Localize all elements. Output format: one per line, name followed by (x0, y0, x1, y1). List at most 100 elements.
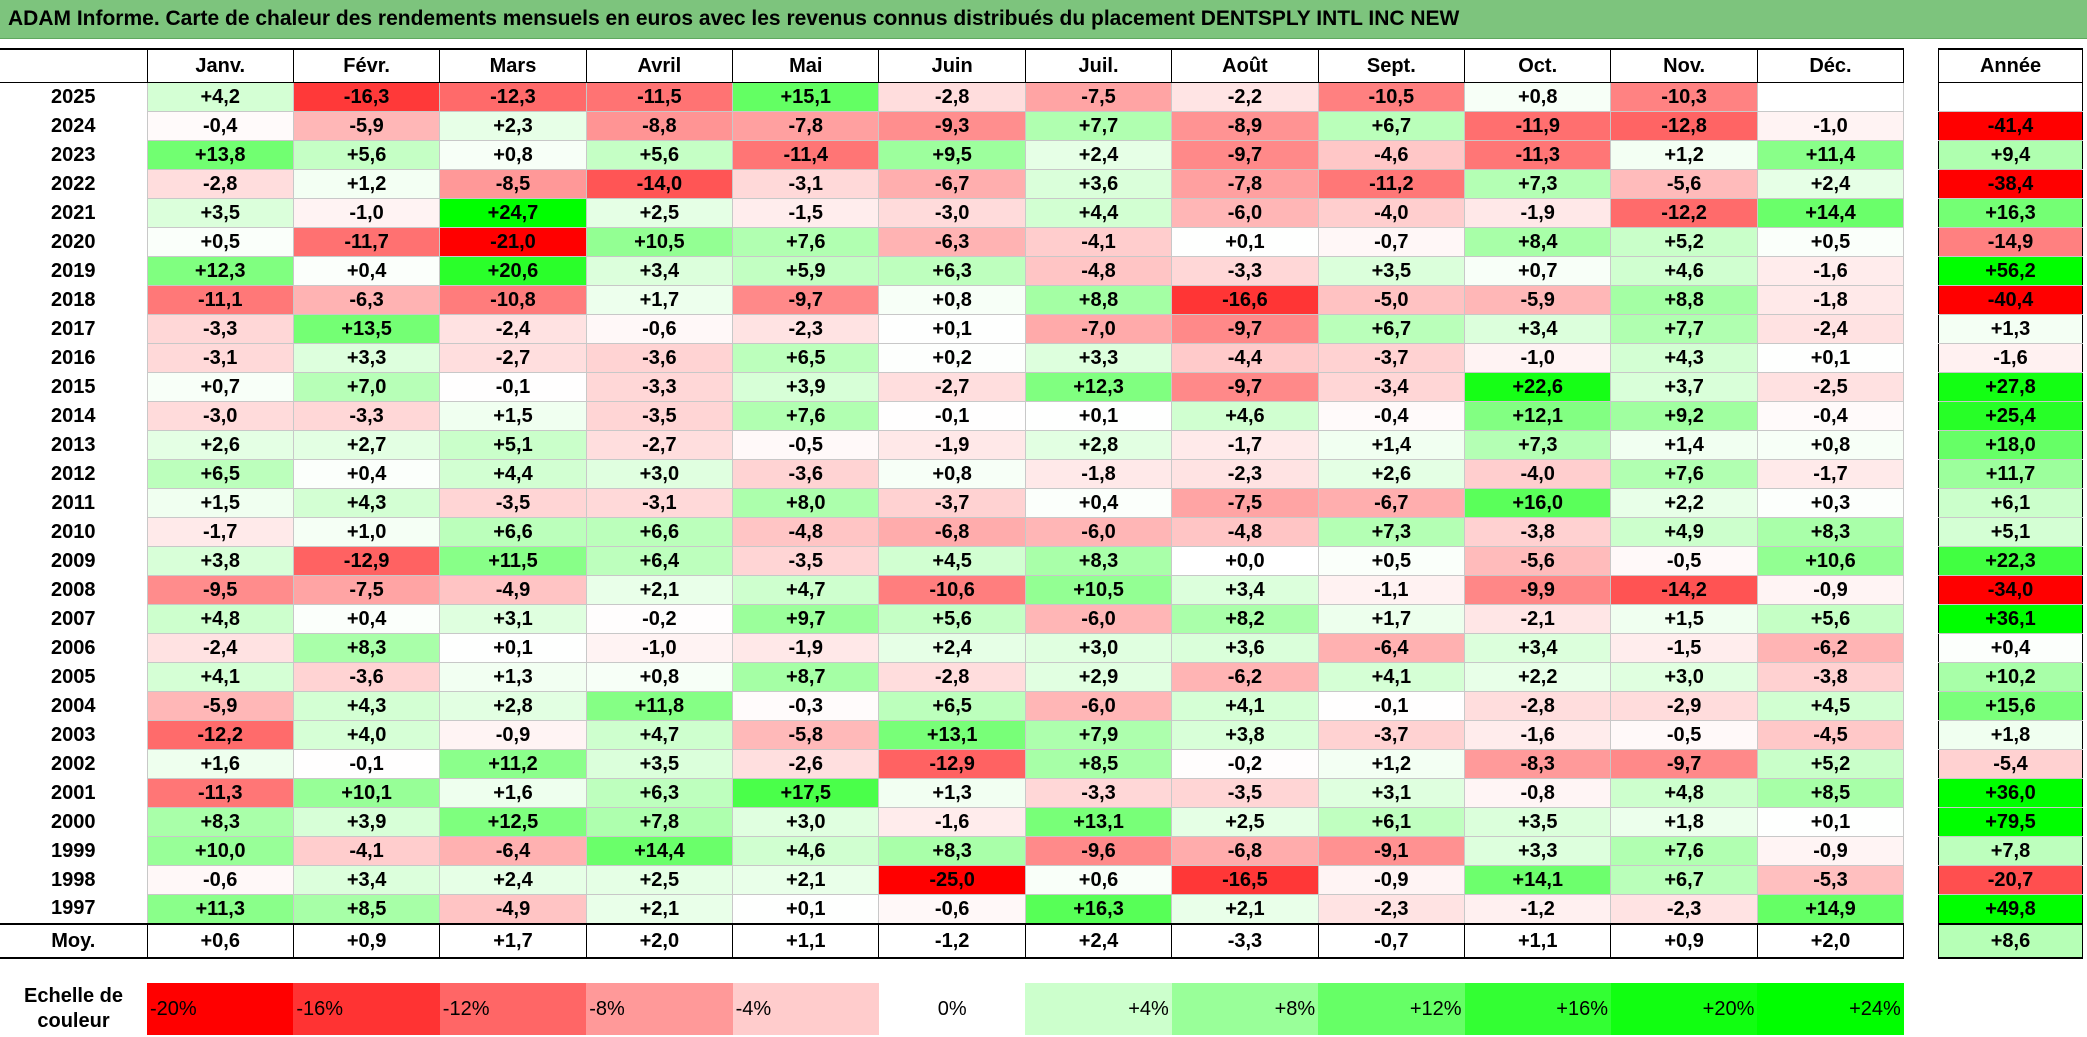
heatmap-cell: -10,3 (1610, 82, 1758, 112)
heatmap-cell: -1,0 (292, 198, 441, 228)
heatmap-cell: +9,5 (878, 140, 1026, 170)
heatmap-cell: -0,1 (1317, 691, 1466, 721)
heatmap-cell: -12,9 (878, 749, 1026, 779)
heatmap-cell: +14,1 (1464, 865, 1612, 895)
annual-cell: +36,1 (1938, 604, 2083, 634)
heatmap-cell: +1,7 (585, 285, 734, 315)
column-header: Déc. (1756, 48, 1905, 83)
heatmap-cell: -3,3 (1024, 778, 1173, 808)
heatmap-cell: -2,7 (439, 343, 587, 373)
heatmap-cell: -0,6 (878, 894, 1026, 925)
color-scale-cell: +24% (1757, 983, 1904, 1035)
heatmap-cell: +10,5 (1024, 575, 1173, 605)
heatmap-cell: -3,4 (1317, 372, 1466, 402)
heatmap-cell: +4,6 (1610, 256, 1758, 286)
heatmap-cell: +3,4 (1171, 575, 1319, 605)
heatmap-cell: +3,5 (146, 198, 294, 228)
annual-cell: +6,1 (1938, 488, 2083, 518)
heatmap-cell: -3,3 (146, 314, 294, 344)
row-year: 2002 (51, 752, 96, 775)
heatmap-table: Janv. Févr. Mars Avril Mai Juin Juil. Août Sept.… (0, 48, 1905, 959)
average-cell: +0,9 (292, 923, 441, 959)
heatmap-cell: +3,6 (1024, 169, 1173, 199)
heatmap-cell: -12,2 (1610, 198, 1758, 228)
heatmap-cell: -6,7 (1317, 488, 1466, 518)
table-row: 2009 +3,8 -12,9 +11,5 +6,4 -3,5 +4,5 +8,3 +0,0 +0… (0, 546, 1905, 576)
heatmap-cell: +16,0 (1464, 488, 1612, 518)
heatmap-cell: +6,7 (1317, 111, 1466, 141)
heatmap-cell: +0,6 (1024, 865, 1173, 895)
heatmap-cell: -9,7 (1610, 749, 1758, 779)
heatmap-cell: +4,4 (1024, 198, 1173, 228)
heatmap-cell: +8,0 (732, 488, 880, 518)
column-header: Mai (732, 48, 880, 83)
table-row: 2000 +8,3 +3,9 +12,5 +7,8 +3,0 -1,6 +13,1 +2,5 +6… (0, 807, 1905, 837)
average-cell: +1,1 (1464, 923, 1612, 959)
average-cell: +1,1 (732, 923, 880, 959)
annual-cell: -38,4 (1938, 169, 2083, 199)
heatmap-cell: +2,7 (292, 430, 441, 460)
heatmap-cell: -6,0 (1024, 691, 1173, 721)
heatmap-cell: +5,2 (1756, 749, 1905, 779)
annual-cell: -5,4 (1938, 749, 2083, 779)
heatmap-cell: +6,6 (439, 517, 587, 547)
heatmap-cell: -2,9 (1610, 691, 1758, 721)
annual-cell: +49,8 (1938, 894, 2083, 925)
heatmap-cell: +3,0 (585, 459, 734, 489)
heatmap-cell: -12,8 (1610, 111, 1758, 141)
table-row: 1997 +11,3 +8,5 -4,9 +2,1 +0,1 -0,6 +16,3 +2,1 -2… (0, 894, 1905, 925)
heatmap-cell: -10,8 (439, 285, 587, 315)
heatmap-cell: -5,9 (146, 691, 294, 721)
heatmap-cell: -0,7 (1317, 227, 1466, 257)
heatmap-cell: +15,1 (732, 82, 880, 112)
heatmap-cell: -7,5 (1024, 82, 1173, 112)
column-header: Janv. (146, 48, 294, 83)
heatmap-cell: +6,4 (585, 546, 734, 576)
heatmap-cell: +1,3 (439, 662, 587, 692)
heatmap-cell: -9,6 (1024, 836, 1173, 866)
heatmap-cell: +3,3 (1464, 836, 1612, 866)
heatmap-cell: +7,3 (1464, 169, 1612, 199)
heatmap-cell: -8,3 (1464, 749, 1612, 779)
heatmap-cell: +1,7 (1317, 604, 1466, 634)
heatmap-cell: -14,0 (585, 169, 734, 199)
heatmap-cell: -11,3 (146, 778, 294, 808)
heatmap-cell: +4,3 (292, 488, 441, 518)
heatmap-cell: -2,8 (146, 169, 294, 199)
column-header: Nov. (1610, 48, 1758, 83)
heatmap-cell: -2,4 (1756, 314, 1905, 344)
heatmap-cell: -0,3 (732, 691, 880, 721)
heatmap-cell: +3,5 (1464, 807, 1612, 837)
heatmap-cell: -5,8 (732, 720, 880, 750)
heatmap-cell: -0,5 (1610, 720, 1758, 750)
row-year: 2001 (51, 781, 96, 804)
annual-cell: +16,3 (1938, 198, 2083, 228)
heatmap-cell: -0,4 (146, 111, 294, 141)
heatmap-cell: -6,0 (1024, 517, 1173, 547)
heatmap-cell: -6,4 (439, 836, 587, 866)
annual-cell: +79,5 (1938, 807, 2083, 837)
row-year: 2005 (51, 665, 96, 688)
heatmap-cell: +4,6 (732, 836, 880, 866)
heatmap-cell: +5,6 (292, 140, 441, 170)
heatmap-cell: -1,7 (1171, 430, 1319, 460)
heatmap-cell: +0,1 (878, 314, 1026, 344)
heatmap-cell: +5,6 (878, 604, 1026, 634)
heatmap-cell: -3,7 (1317, 720, 1466, 750)
heatmap-cell: +0,4 (1024, 488, 1173, 518)
average-cell: -1,2 (878, 923, 1026, 959)
heatmap-cell: -5,9 (292, 111, 441, 141)
heatmap-cell: -0,6 (146, 865, 294, 895)
heatmap-cell: +4,7 (732, 575, 880, 605)
heatmap-cell: +3,5 (585, 749, 734, 779)
heatmap-cell: +2,6 (1317, 459, 1466, 489)
row-year: 2024 (51, 114, 96, 137)
heatmap-cell: -2,1 (1464, 604, 1612, 634)
heatmap-cell: +0,8 (585, 662, 734, 692)
table-row: 2022 -2,8 +1,2 -8,5 -14,0 -3,1 -6,7 +3,6 -7,8 -11… (0, 169, 1905, 199)
heatmap-cell: -11,7 (292, 227, 441, 257)
table-row: 2024 -0,4 -5,9 +2,3 -8,8 -7,8 -9,3 +7,7 -8,9 +6,7… (0, 111, 1905, 141)
heatmap-cell: +24,7 (439, 198, 587, 228)
heatmap-cell: +7,3 (1464, 430, 1612, 460)
column-header: Sept. (1317, 48, 1466, 83)
